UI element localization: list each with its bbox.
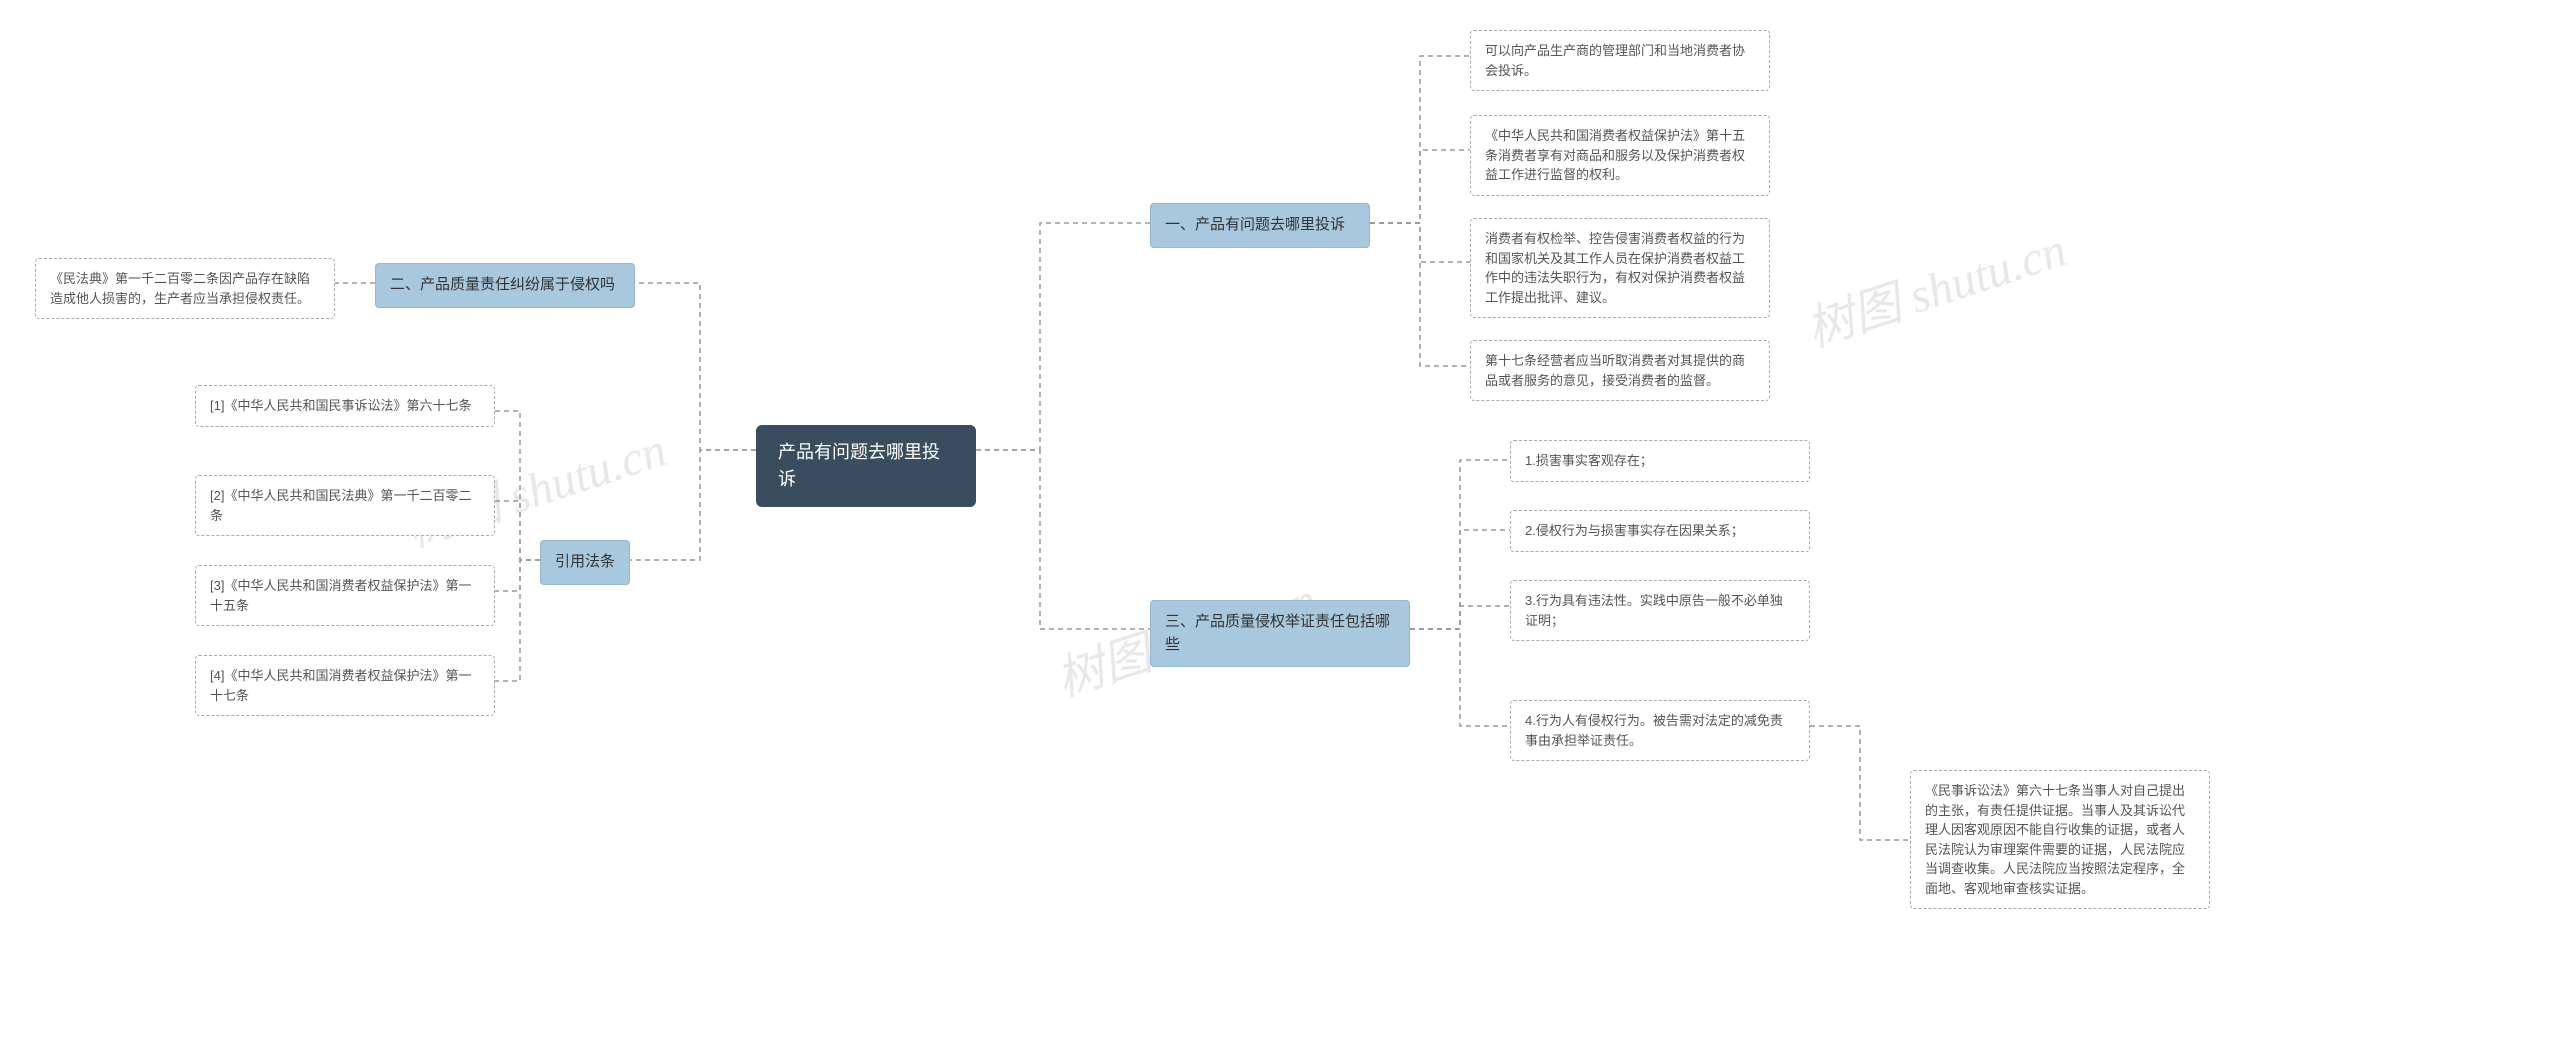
leaf-node: 3.行为具有违法性。实践中原告一般不必单独证明； bbox=[1510, 580, 1810, 641]
leaf-node: 《民法典》第一千二百零二条因产品存在缺陷造成他人损害的，生产者应当承担侵权责任。 bbox=[35, 258, 335, 319]
leaf-node: [4]《中华人民共和国消费者权益保护法》第一十七条 bbox=[195, 655, 495, 716]
branch-node-1[interactable]: 一、产品有问题去哪里投诉 bbox=[1150, 203, 1370, 248]
branch-node-4[interactable]: 引用法条 bbox=[540, 540, 630, 585]
leaf-node: 2.侵权行为与损害事实存在因果关系； bbox=[1510, 510, 1810, 552]
leaf-node: 《中华人民共和国消费者权益保护法》第十五条消费者享有对商品和服务以及保护消费者权… bbox=[1470, 115, 1770, 196]
leaf-node-sub: 《民事诉讼法》第六十七条当事人对自己提出的主张，有责任提供证据。当事人及其诉讼代… bbox=[1910, 770, 2210, 909]
leaf-node: [3]《中华人民共和国消费者权益保护法》第一十五条 bbox=[195, 565, 495, 626]
leaf-node: 1.损害事实客观存在； bbox=[1510, 440, 1810, 482]
branch-node-2[interactable]: 二、产品质量责任纠纷属于侵权吗 bbox=[375, 263, 635, 308]
leaf-node: 第十七条经营者应当听取消费者对其提供的商品或者服务的意见，接受消费者的监督。 bbox=[1470, 340, 1770, 401]
root-node[interactable]: 产品有问题去哪里投诉 bbox=[756, 425, 976, 507]
leaf-node: [2]《中华人民共和国民法典》第一千二百零二条 bbox=[195, 475, 495, 536]
leaf-node: [1]《中华人民共和国民事诉讼法》第六十七条 bbox=[195, 385, 495, 427]
watermark: 树图 shutu.cn bbox=[1796, 210, 2074, 360]
branch-node-3[interactable]: 三、产品质量侵权举证责任包括哪些 bbox=[1150, 600, 1410, 667]
leaf-node: 4.行为人有侵权行为。被告需对法定的减免责事由承担举证责任。 bbox=[1510, 700, 1810, 761]
leaf-node: 消费者有权检举、控告侵害消费者权益的行为和国家机关及其工作人员在保护消费者权益工… bbox=[1470, 218, 1770, 318]
leaf-node: 可以向产品生产商的管理部门和当地消费者协会投诉。 bbox=[1470, 30, 1770, 91]
